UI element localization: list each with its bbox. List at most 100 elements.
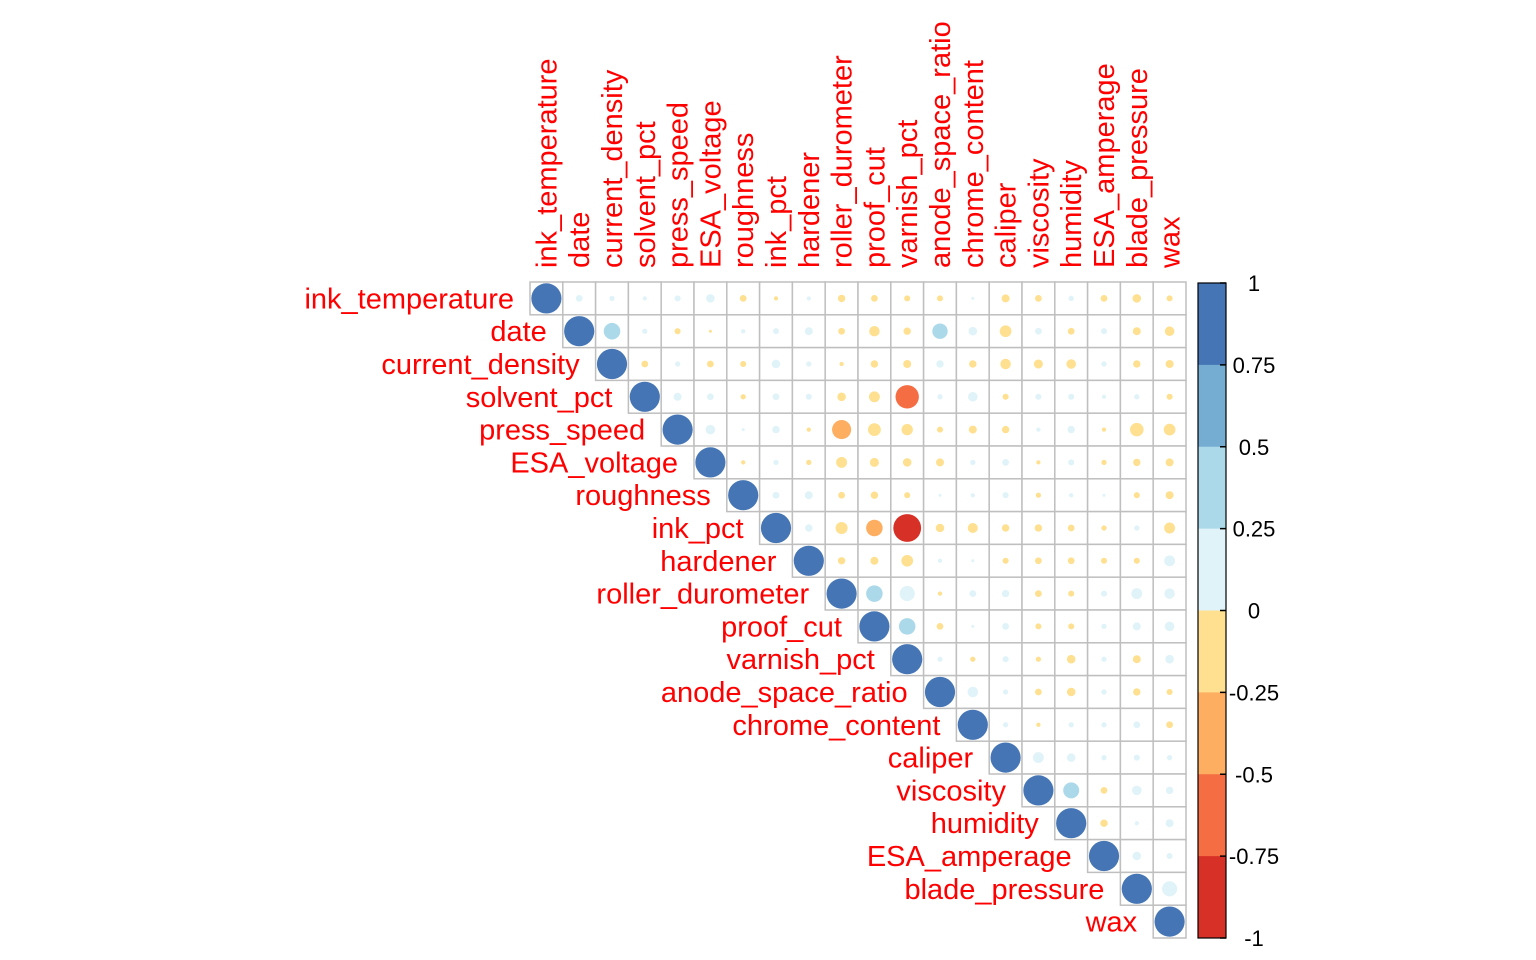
- correlation-circle-proof_cut-ESA_amperage: [1101, 623, 1107, 630]
- correlation-circle-hardener-viscosity: [1035, 557, 1042, 565]
- correlation-circle-date-proof_cut: [869, 325, 880, 337]
- row-label-solvent_pct: solvent_pct: [466, 382, 613, 414]
- correlation-circle-solvent_pct-varnish_pct: [895, 385, 919, 409]
- correlation-circle-anode_space_ratio-viscosity: [1035, 688, 1042, 696]
- correlation-circle-roller_durometer-viscosity: [1035, 590, 1042, 597]
- correlation-circle-roughness-caliper: [1002, 492, 1009, 499]
- correlation-circle-ink_temperature-viscosity: [1035, 295, 1042, 302]
- row-label-humidity: humidity: [931, 808, 1039, 840]
- correlation-circle-press_speed-caliper: [1001, 425, 1010, 434]
- correlation-circle-press_speed-wax: [1163, 423, 1176, 436]
- correlation-circle-date-ESA_voltage: [708, 329, 712, 333]
- colorbar-tick-label: 0.25: [1233, 517, 1276, 542]
- correlation-circle-solvent_pct-blade_pressure: [1134, 394, 1140, 400]
- correlation-circle-ink_temperature-proof_cut: [871, 295, 878, 302]
- correlation-circle-ESA_voltage-hardener: [806, 459, 812, 466]
- column-label-viscosity: viscosity: [1023, 158, 1055, 268]
- correlation-circle-hardener-chrome_content: [971, 559, 975, 563]
- column-label-ink_pct: ink_pct: [761, 176, 793, 268]
- column-label-roughness: roughness: [728, 133, 760, 268]
- correlation-circle-date-blade_pressure: [1132, 327, 1141, 336]
- correlation-circle-ESA_voltage-wax: [1165, 458, 1174, 467]
- colorbar-tick-label: -1: [1244, 926, 1264, 951]
- correlation-circle-date-chrome_content: [968, 326, 978, 336]
- correlation-circle-ink_temperature-wax: [1166, 295, 1173, 302]
- correlation-circle-roller_durometer-ESA_amperage: [1100, 590, 1108, 597]
- correlation-circle-ink_temperature-ESA_voltage: [706, 294, 715, 303]
- correlation-circle-date-varnish_pct: [903, 327, 911, 335]
- correlation-circle-caliper-viscosity: [1032, 752, 1044, 764]
- correlation-circle-varnish_pct-humidity: [1066, 654, 1076, 664]
- correlation-circle-roller_durometer-blade_pressure: [1131, 588, 1143, 600]
- correlation-circle-press_speed-ESA_voltage: [705, 424, 716, 435]
- correlation-circle-ink_temperature-current_density: [609, 295, 615, 302]
- colorbar-band: [1198, 856, 1226, 939]
- correlation-circle-proof_cut-viscosity: [1035, 623, 1042, 630]
- correlation-circle-date-wax: [1164, 326, 1175, 336]
- correlation-circle-ink_temperature-press_speed: [674, 295, 681, 302]
- row-label-anode_space_ratio: anode_space_ratio: [661, 677, 908, 709]
- correlation-circles: [531, 283, 1185, 937]
- row-label-chrome_content: chrome_content: [732, 710, 940, 742]
- correlation-circle-solvent_pct-humidity: [1068, 393, 1075, 400]
- correlation-circle-anode_space_ratio-wax: [1166, 688, 1173, 696]
- correlation-circle-chrome_content-viscosity: [1036, 722, 1041, 727]
- correlation-circle-blade_pressure-wax: [1162, 881, 1178, 897]
- correlation-circle-proof_cut-varnish_pct: [898, 618, 916, 635]
- row-label-wax: wax: [1085, 907, 1138, 939]
- correlation-circle-ink_pct-varnish_pct: [893, 514, 922, 542]
- correlation-circle-ink_temperature-humidity: [1068, 295, 1074, 302]
- correlation-circle-roughness-ink_pct: [772, 491, 780, 499]
- correlation-circle-ESA_voltage-viscosity: [1036, 460, 1041, 465]
- correlation-circle-current_density-humidity: [1066, 359, 1076, 369]
- correlation-circle-proof_cut-wax: [1164, 621, 1175, 632]
- row-label-ESA_amperage: ESA_amperage: [867, 841, 1072, 873]
- column-label-chrome_content: chrome_content: [958, 60, 990, 268]
- correlation-circle-ESA_amperage-blade_pressure: [1132, 851, 1142, 861]
- correlation-circle-ink_temperature-ink_temperature: [531, 283, 562, 314]
- correlation-circle-chrome_content-caliper: [1002, 722, 1009, 728]
- correlation-circle-ESA_voltage-chrome_content: [970, 459, 976, 466]
- row-label-roughness: roughness: [575, 480, 710, 512]
- correlation-circle-roller_durometer-anode_space_ratio: [937, 591, 943, 596]
- column-label-ESA_amperage: ESA_amperage: [1089, 63, 1121, 268]
- correlation-circle-ink_pct-ink_pct: [760, 512, 792, 544]
- row-label-press_speed: press_speed: [479, 415, 645, 447]
- column-label-proof_cut: proof_cut: [859, 147, 891, 268]
- correlation-circle-press_speed-hardener: [806, 427, 811, 432]
- correlation-circle-ESA_voltage-varnish_pct: [902, 458, 912, 467]
- column-label-ink_temperature: ink_temperature: [531, 58, 563, 268]
- correlation-circle-varnish_pct-caliper: [1002, 656, 1009, 663]
- row-label-varnish_pct: varnish_pct: [726, 644, 874, 676]
- correlation-circle-varnish_pct-anode_space_ratio: [937, 656, 943, 662]
- correlation-circle-roughness-anode_space_ratio: [938, 493, 942, 497]
- correlation-circle-press_speed-anode_space_ratio: [936, 426, 944, 433]
- correlation-circle-anode_space_ratio-chrome_content: [967, 686, 979, 698]
- colorbar-tick-label: -0.25: [1229, 680, 1279, 705]
- colorbar-band: [1198, 774, 1226, 857]
- column-labels: ink_temperature date current_density solven…: [531, 21, 1186, 269]
- correlation-circle-date-anode_space_ratio: [932, 323, 948, 339]
- correlation-circle-ink_pct-blade_pressure: [1134, 525, 1140, 531]
- correlation-circle-roughness-varnish_pct: [904, 492, 911, 499]
- correlation-circle-solvent_pct-roughness: [740, 394, 746, 400]
- colorbar-band: [1198, 610, 1226, 693]
- correlation-circle-ink_pct-chrome_content: [967, 522, 978, 534]
- correlation-circle-solvent_pct-ESA_amperage: [1101, 394, 1107, 399]
- correlation-circle-press_speed-roughness: [741, 428, 745, 432]
- correlation-circle-date-humidity: [1067, 327, 1075, 335]
- correlation-circle-anode_space_ratio-ESA_amperage: [1101, 689, 1107, 695]
- correlation-circle-ESA_voltage-ESA_amperage: [1101, 459, 1107, 466]
- correlation-circle-varnish_pct-chrome_content: [970, 656, 976, 662]
- correlation-circle-roller_durometer-roller_durometer: [826, 578, 857, 609]
- correlation-circle-ESA_voltage-proof_cut: [869, 457, 879, 467]
- correlation-circle-ESA_voltage-roughness: [741, 460, 746, 465]
- correlation-circle-press_speed-chrome_content: [968, 425, 977, 434]
- correlation-circle-ink_temperature-anode_space_ratio: [936, 295, 944, 302]
- correlation-circle-date-caliper: [999, 325, 1012, 338]
- correlation-circle-proof_cut-blade_pressure: [1132, 622, 1141, 631]
- column-label-ESA_voltage: ESA_voltage: [695, 100, 727, 268]
- correlation-circle-humidity-ESA_amperage: [1100, 819, 1108, 827]
- correlation-circle-date-ink_pct: [772, 328, 780, 335]
- correlation-circle-humidity-blade_pressure: [1134, 821, 1139, 826]
